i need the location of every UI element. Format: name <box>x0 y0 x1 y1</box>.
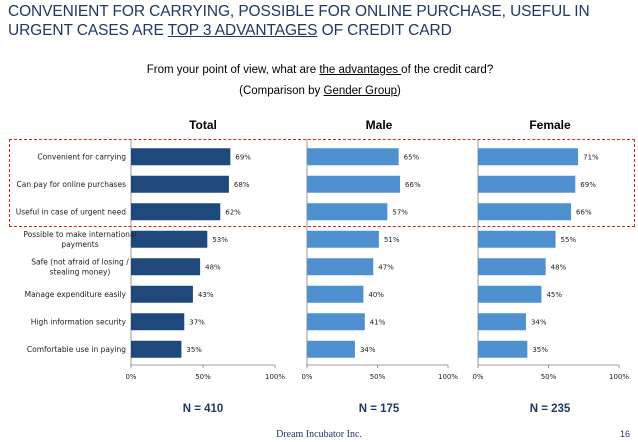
bar <box>478 203 572 221</box>
category-label: Safe (not afraid of losing / stealing mon… <box>31 257 129 276</box>
x-tick-label: 0% <box>472 373 483 381</box>
n-count-male: N = 175 <box>358 403 400 415</box>
footer-company: Dream Incubator Inc. <box>276 429 362 440</box>
bar <box>478 230 556 248</box>
bar-value-label: 66% <box>405 181 421 189</box>
bar-value-label: 65% <box>404 153 420 161</box>
bar <box>478 175 576 193</box>
bar-value-label: 53% <box>212 236 228 244</box>
category-label: Possible to make international payments <box>23 230 136 249</box>
top3-highlight-box <box>9 139 635 227</box>
x-tick-label: 50% <box>541 373 557 381</box>
x-tick-label: 50% <box>195 373 211 381</box>
panel-title-male: Male <box>365 118 393 132</box>
question-text-1: From your point of view, what are <box>146 64 320 76</box>
bar <box>131 148 231 166</box>
bar-value-label: 35% <box>532 346 548 354</box>
question-text-2: of the credit card? (Comparison by <box>239 64 494 97</box>
n-count-female: N = 235 <box>529 403 571 415</box>
category-label: Convenient for carrying <box>37 152 126 161</box>
bar <box>307 203 388 221</box>
title-text-highlight: TOP 3 ADVANTAGES <box>167 22 318 39</box>
bar <box>307 313 365 331</box>
category-label: Can pay for online purchases <box>17 180 127 189</box>
title-text-1: CONVENIENT FOR CARRYING, POSSIBLE FOR ON… <box>8 3 590 39</box>
bar <box>307 285 364 303</box>
bar-value-label: 40% <box>368 291 384 299</box>
bar <box>131 340 182 358</box>
x-tick-label: 100% <box>265 373 285 381</box>
question-text-3: ) <box>397 85 401 97</box>
survey-question: From your point of view, what are the ad… <box>120 60 520 102</box>
bar <box>131 230 208 248</box>
question-text-gender: Gender Group <box>323 85 398 97</box>
bar <box>478 340 528 358</box>
bar-value-label: 68% <box>234 181 250 189</box>
question-text-advantages: the advantages <box>319 64 402 76</box>
bar-value-label: 62% <box>225 208 241 216</box>
bar-value-label: 48% <box>205 263 221 271</box>
bar <box>478 285 542 303</box>
bar-value-label: 34% <box>360 346 376 354</box>
x-tick-label: 0% <box>301 373 312 381</box>
x-tick-label: 100% <box>609 373 629 381</box>
bar <box>478 313 526 331</box>
bar-value-label: 41% <box>370 318 386 326</box>
bar <box>131 203 221 221</box>
bar <box>131 285 193 303</box>
bar-value-label: 51% <box>384 236 400 244</box>
bar-value-label: 69% <box>580 181 596 189</box>
bar <box>478 148 579 166</box>
panel-title-female: Female <box>529 118 571 132</box>
bar-value-label: 43% <box>198 291 214 299</box>
category-label: High information security <box>31 317 127 326</box>
bar-value-label: 47% <box>378 263 394 271</box>
x-tick-label: 50% <box>370 373 386 381</box>
category-label: Manage expenditure easily <box>25 290 127 299</box>
title-text-2: OF CREDIT CARD <box>317 22 452 39</box>
bar <box>307 340 355 358</box>
page-number: 16 <box>619 429 630 439</box>
bar-value-label: 57% <box>392 208 408 216</box>
bar <box>131 313 185 331</box>
bar-value-label: 55% <box>561 236 577 244</box>
bar <box>478 258 546 276</box>
bar-value-label: 34% <box>531 318 547 326</box>
bar-value-label: 45% <box>546 291 562 299</box>
bar-value-label: 69% <box>235 153 251 161</box>
category-label: Comfortable use in paying <box>27 345 126 354</box>
bar <box>307 230 379 248</box>
bar-value-label: 35% <box>186 346 202 354</box>
panel-title-total: Total <box>189 118 217 132</box>
bar-value-label: 66% <box>576 208 592 216</box>
bar-value-label: 37% <box>189 318 205 326</box>
bar-value-label: 71% <box>583 153 599 161</box>
bar-value-label: 48% <box>551 263 567 271</box>
bar <box>307 258 374 276</box>
slide-title: CONVENIENT FOR CARRYING, POSSIBLE FOR ON… <box>8 2 634 40</box>
bar <box>307 148 399 166</box>
bar <box>131 258 201 276</box>
x-tick-label: 0% <box>125 373 136 381</box>
x-tick-label: 100% <box>438 373 458 381</box>
bar <box>131 175 229 193</box>
n-count-total: N = 410 <box>182 403 224 415</box>
bar <box>307 175 401 193</box>
category-label: Useful in case of urgent need <box>16 207 126 216</box>
